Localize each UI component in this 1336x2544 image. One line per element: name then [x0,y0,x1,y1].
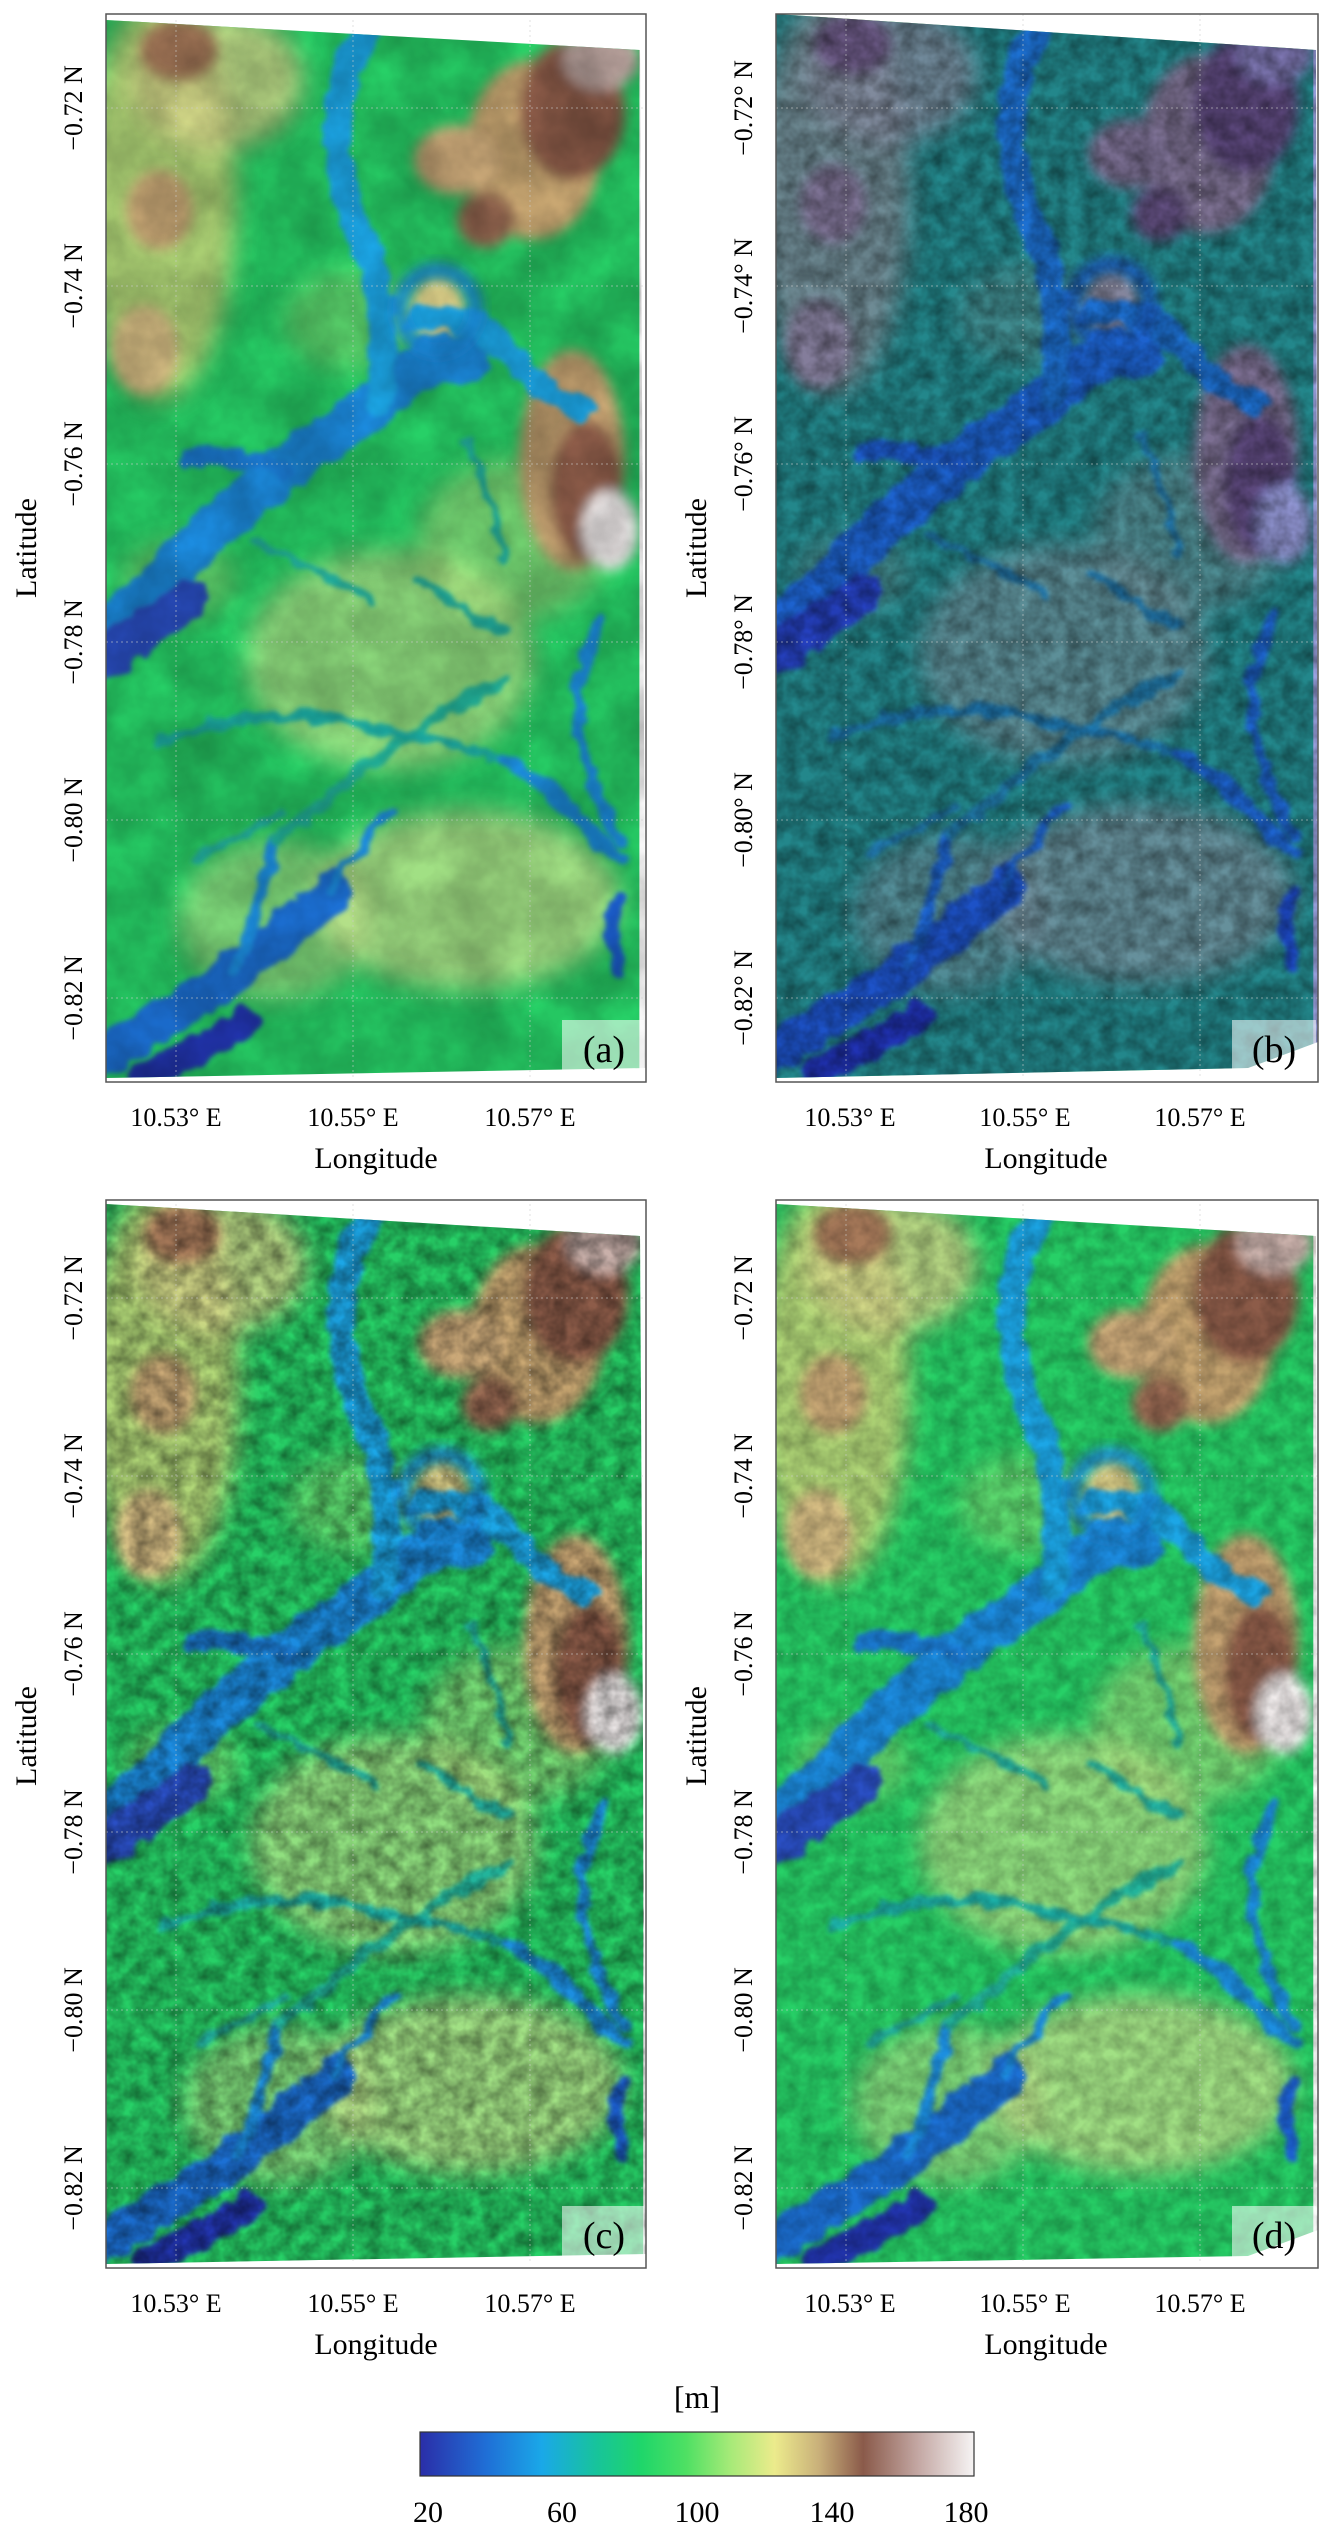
label-bg-d [1232,2206,1316,2262]
ytick-label: −0.80° N [729,772,758,868]
yticks-c: −0.72 N −0.74 N −0.76 N −0.78 N −0.80 N … [59,1255,88,2231]
ytick-label: −0.80 N [59,777,88,863]
ytick-label: −0.72 N [59,1255,88,1341]
x-axis-label-a: Longitude [314,1142,437,1175]
colorbar-tick-label: 180 [944,2496,989,2529]
colorbar-tick-label: 60 [547,2496,577,2529]
y-axis-label-d: Latitude [680,1686,713,1786]
colorbar-tick-label: 20 [413,2496,443,2529]
ytick-label: −0.72° N [729,60,758,156]
xtick-label: 10.53° E [130,1103,221,1132]
dem-map-c [106,1204,646,2264]
panel-a: (a) −0.72 N −0.74 N −0.76 N −0.78 N −0.8… [10,13,647,1175]
dem-map-b [776,14,1318,1078]
x-axis-label-d: Longitude [984,2328,1107,2361]
ytick-label: −0.78 N [729,1789,758,1875]
xtick-label: 10.55° E [979,1103,1070,1132]
panel-c: (c) −0.72 N −0.74 N −0.76 N −0.78 N −0.8… [10,1199,647,2361]
xtick-label: 10.53° E [804,2289,895,2318]
xticks-d: 10.53° E 10.55° E 10.57° E [804,2289,1245,2318]
dem-map-d [776,1204,1318,2264]
ytick-label: −0.78° N [729,594,758,690]
ytick-label: −0.72 N [59,65,88,151]
xtick-label: 10.53° E [130,2289,221,2318]
y-axis-label-c: Latitude [10,1686,43,1786]
grid-c [106,1204,646,2264]
axes-frame-d [775,1199,1319,2269]
xtick-label: 10.55° E [307,2289,398,2318]
ytick-label: −0.82 N [729,2145,758,2231]
axes-frame-a [105,13,647,1083]
panel-b: (b) −0.72° N −0.74° N −0.76° N −0.78° N … [680,13,1319,1175]
axes-frame-b [775,13,1319,1083]
ytick-label: −0.76 N [729,1611,758,1697]
y-axis-label-b: Latitude [680,498,713,598]
colorbar-tick-label: 140 [810,2496,855,2529]
ytick-label: −0.78 N [59,1789,88,1875]
xticks-c: 10.53° E 10.55° E 10.57° E [130,2289,575,2318]
xtick-label: 10.57° E [1154,2289,1245,2318]
colorbar-gradient [419,2431,975,2477]
y-axis-label-a: Latitude [10,498,43,598]
yticks-b: −0.72° N −0.74° N −0.76° N −0.78° N −0.8… [729,60,758,1046]
x-axis-label-b: Longitude [984,1142,1107,1175]
xtick-label: 10.53° E [804,1103,895,1132]
panel-d: (d) −0.72 N −0.74 N −0.76 N −0.78 N −0.8… [680,1199,1319,2361]
x-axis-label-c: Longitude [314,2328,437,2361]
ytick-label: −0.72 N [729,1255,758,1341]
panel-label-d: (d) [1252,2215,1296,2257]
ytick-label: −0.76 N [59,1611,88,1697]
ytick-label: −0.74 N [59,1433,88,1519]
label-bg-a [562,1020,644,1076]
panel-label-b: (b) [1252,1029,1296,1071]
xtick-label: 10.57° E [484,1103,575,1132]
panel-label-a: (a) [583,1029,625,1071]
yticks-a: −0.72 N −0.74 N −0.76 N −0.78 N −0.80 N … [59,65,88,1041]
ytick-label: −0.82 N [59,955,88,1041]
xtick-label: 10.57° E [1154,1103,1245,1132]
ytick-label: −0.80 N [59,1967,88,2053]
xticks-a: 10.53° E 10.55° E 10.57° E [130,1103,575,1132]
label-bg-c [562,2206,644,2262]
grid-b [776,14,1318,1078]
ytick-label: −0.82° N [729,950,758,1046]
ytick-label: −0.78 N [59,599,88,685]
ytick-label: −0.76° N [729,416,758,512]
dem-map-a [106,20,646,1078]
panel-label-c: (c) [583,2215,625,2257]
grid-d [776,1204,1318,2264]
axes-frame-c [105,1199,647,2269]
ytick-label: −0.82 N [59,2145,88,2231]
colorbar-title: [m] [674,2379,720,2415]
xtick-label: 10.55° E [307,1103,398,1132]
label-bg-b [1232,1020,1316,1076]
xticks-b: 10.53° E 10.55° E 10.57° E [804,1103,1245,1132]
ytick-label: −0.74 N [729,1433,758,1519]
colorbar: [m] 20 60 100 140 180 [413,2379,989,2529]
colorbar-ticks: 20 60 100 140 180 [413,2496,989,2529]
ytick-label: −0.74 N [59,243,88,329]
xtick-label: 10.55° E [979,2289,1070,2318]
ytick-label: −0.80 N [729,1967,758,2053]
ytick-label: −0.74° N [729,238,758,334]
colorbar-tick-label: 100 [675,2496,720,2529]
xtick-label: 10.57° E [484,2289,575,2318]
yticks-d: −0.72 N −0.74 N −0.76 N −0.78 N −0.80 N … [729,1255,758,2231]
ytick-label: −0.76 N [59,421,88,507]
grid-a [106,20,646,1078]
